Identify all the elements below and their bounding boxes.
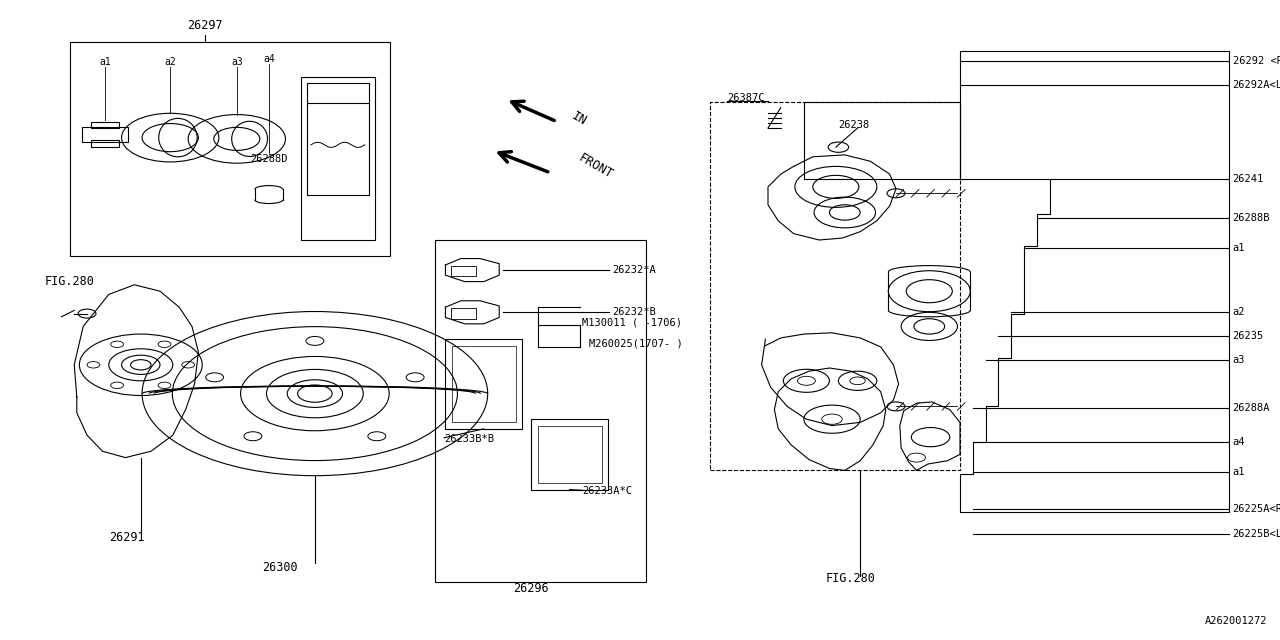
Text: M130011 ( -1706): M130011 ( -1706) [582,317,682,327]
Text: A262001272: A262001272 [1204,616,1267,626]
Bar [451,308,476,319]
Text: 26292A<LH>: 26292A<LH> [1233,80,1280,90]
Text: a2: a2 [1233,307,1245,317]
Bar [307,83,369,195]
Bar [804,102,960,179]
Text: a1: a1 [1233,467,1245,477]
Text: 26235: 26235 [1233,331,1263,341]
Text: 26288B: 26288B [1233,212,1270,223]
Bar [538,426,602,483]
Bar [452,346,516,422]
Bar [82,127,128,142]
Text: FRONT: FRONT [576,152,614,181]
Text: 26387C: 26387C [727,93,764,103]
Text: 26288D: 26288D [250,154,288,164]
Text: 26288A: 26288A [1233,403,1270,413]
Bar [445,339,522,429]
Bar [70,42,390,256]
Bar [91,140,119,147]
Bar [301,77,375,240]
Bar [451,266,476,276]
Text: a1: a1 [99,57,111,67]
Text: 26291: 26291 [109,531,145,544]
Bar [531,419,608,490]
Text: a4: a4 [262,54,275,64]
Bar [710,102,960,470]
Text: 26225B<LH>: 26225B<LH> [1233,529,1280,540]
Text: FIG.280: FIG.280 [826,572,876,586]
Text: M260025(1707- ): M260025(1707- ) [589,339,682,349]
Text: IN: IN [570,109,589,128]
Text: 26225A<RH>: 26225A<RH> [1233,504,1280,514]
Text: 26233B*B: 26233B*B [444,434,494,444]
Text: 26300: 26300 [262,561,298,574]
Text: a1: a1 [1233,243,1245,253]
Bar [435,240,646,582]
Text: 26241: 26241 [1233,174,1263,184]
Text: a3: a3 [230,57,243,67]
Text: a4: a4 [1233,436,1245,447]
Text: 26232*A: 26232*A [612,265,655,275]
Text: 26292 <RH>: 26292 <RH> [1233,56,1280,66]
Text: FIG.280: FIG.280 [45,275,95,288]
Text: 26232*B: 26232*B [612,307,655,317]
Text: 26233A*C: 26233A*C [582,486,632,496]
Text: 26238: 26238 [838,120,869,130]
Bar [91,122,119,128]
Text: a2: a2 [164,57,177,67]
Text: a3: a3 [1233,355,1245,365]
Text: 26296: 26296 [513,582,549,595]
Text: 26297: 26297 [187,19,223,32]
